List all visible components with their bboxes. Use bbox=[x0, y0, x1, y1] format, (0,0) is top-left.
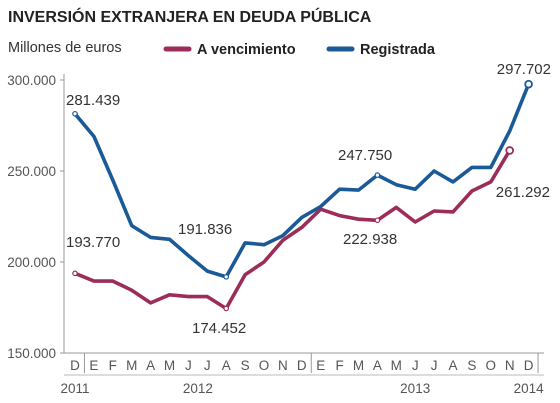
data-point-marker bbox=[72, 270, 78, 277]
x-tick-label: S bbox=[467, 358, 476, 373]
legend-label-registrada: Registrada bbox=[360, 42, 436, 58]
data-label: 261.292 bbox=[496, 184, 550, 201]
x-tick-label: N bbox=[505, 358, 515, 373]
x-tick-label: A bbox=[448, 358, 457, 373]
year-label: 2014 bbox=[514, 381, 545, 396]
data-label: 191.836 bbox=[178, 221, 232, 238]
data-label: 193.770 bbox=[66, 234, 120, 251]
year-label: 2011 bbox=[60, 381, 89, 396]
x-tick-label: F bbox=[335, 358, 343, 373]
legend: A vencimiento Registrada bbox=[163, 42, 436, 58]
y-tick-label: 200.000 bbox=[7, 255, 56, 270]
y-tick-label: 250.000 bbox=[7, 164, 56, 179]
x-tick-label: E bbox=[89, 358, 98, 373]
data-point-marker bbox=[374, 217, 381, 224]
x-tick-label: F bbox=[109, 358, 117, 373]
data-point-marker bbox=[524, 79, 533, 89]
x-tick-label: D bbox=[297, 358, 307, 373]
x-tick-label: D bbox=[70, 358, 80, 373]
x-tick-label: J bbox=[185, 358, 192, 373]
year-label: 2013 bbox=[400, 381, 430, 396]
chart-title: INVERSIÓN EXTRANJERA EN DEUDA PÚBLICA bbox=[8, 7, 372, 26]
x-tick-label: M bbox=[164, 358, 175, 373]
y-tick-label: 150.000 bbox=[7, 346, 56, 361]
series-markers bbox=[72, 79, 533, 312]
data-point-marker bbox=[374, 172, 381, 178]
x-tick-label: J bbox=[204, 358, 211, 373]
x-tick-label: M bbox=[391, 358, 402, 373]
data-label: 281.439 bbox=[66, 92, 120, 109]
unit-label: Millones de euros bbox=[8, 40, 122, 56]
series-line-a-vencimiento bbox=[73, 148, 512, 311]
x-tick-label: M bbox=[353, 358, 364, 373]
x-tick-label: N bbox=[278, 358, 288, 373]
data-label: 247.750 bbox=[338, 147, 392, 164]
x-tick-label: A bbox=[222, 358, 231, 373]
legend-label-a-vencimiento: A vencimiento bbox=[197, 42, 296, 58]
series-line-registrada bbox=[73, 82, 531, 279]
x-tick-label: J bbox=[431, 358, 438, 373]
x-tick-label: O bbox=[486, 358, 497, 373]
data-label: 297.702 bbox=[497, 61, 551, 78]
data-point-marker bbox=[223, 305, 230, 312]
y-tick-label: 300.000 bbox=[7, 73, 56, 88]
year-label: 2012 bbox=[183, 381, 213, 396]
x-tick-label: J bbox=[412, 358, 419, 373]
data-point-marker bbox=[223, 274, 230, 280]
x-tick-label: M bbox=[126, 358, 137, 373]
x-tick-label: A bbox=[373, 358, 382, 373]
annotations: 281.439 193.770 191.836 174.452 247.750 222.9… bbox=[66, 61, 551, 337]
x-tick-label: D bbox=[524, 358, 534, 373]
series-lines bbox=[73, 82, 531, 311]
x-tick-label: E bbox=[316, 358, 325, 373]
x-tick-label: O bbox=[259, 358, 270, 373]
x-tick-label: S bbox=[241, 358, 250, 373]
data-label: 222.938 bbox=[343, 231, 397, 248]
data-point-marker bbox=[72, 110, 78, 117]
x-tick-label: A bbox=[146, 358, 155, 373]
data-point-marker bbox=[505, 146, 515, 155]
data-label: 174.452 bbox=[192, 320, 246, 337]
